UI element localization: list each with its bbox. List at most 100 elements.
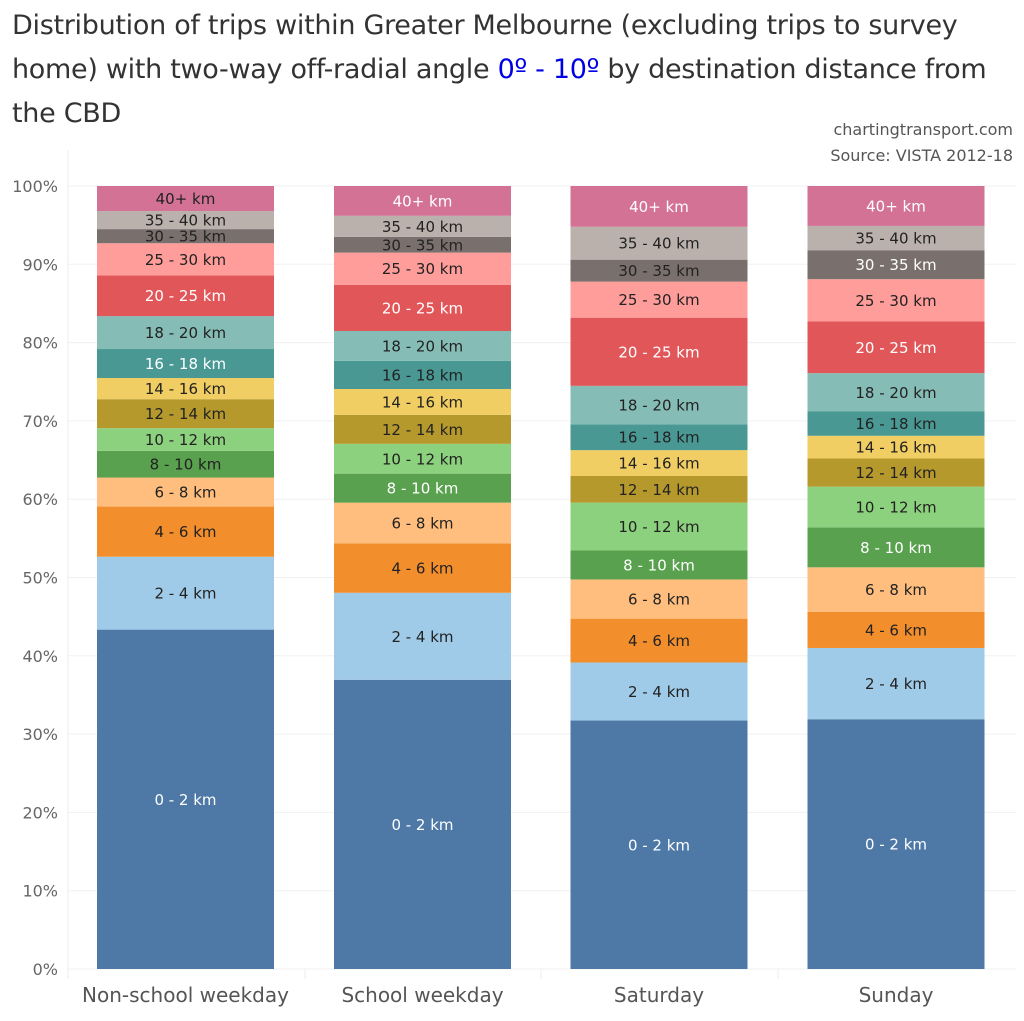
y-tick-label: 80% (22, 334, 58, 353)
bar-sunday: 0 - 2 km 2 - 4 km 4 - 6 km 6 - 8 km 8 - 10 k… (807, 186, 985, 969)
segment-label: 10 - 12 km (618, 518, 699, 536)
segment-label: 0 - 2 km (391, 816, 453, 834)
segment-label: 20 - 25 km (382, 299, 463, 317)
bar-segment[interactable] (807, 321, 985, 374)
bar-segment[interactable] (807, 186, 985, 226)
bar-segment[interactable] (334, 679, 511, 969)
bar-segment[interactable] (334, 284, 511, 331)
y-tick-label: 10% (22, 882, 58, 901)
bar-segment[interactable] (570, 281, 748, 318)
y-tick-label: 20% (22, 803, 58, 822)
bar-segment[interactable] (807, 486, 985, 528)
bar-segment[interactable] (570, 579, 748, 619)
bar-segment[interactable] (97, 477, 274, 507)
credit-source: Source: VISTA 2012-18 (830, 146, 1013, 165)
segment-label: 10 - 12 km (145, 431, 226, 449)
segment-label: 20 - 25 km (855, 339, 936, 357)
bar-segment[interactable] (97, 556, 274, 630)
segment-label: 18 - 20 km (618, 397, 699, 415)
bar-segment[interactable] (97, 229, 274, 244)
bar-segment[interactable] (97, 316, 274, 350)
bar-segment[interactable] (570, 385, 748, 425)
bar-segment[interactable] (807, 611, 985, 648)
bar-segment[interactable] (97, 450, 274, 478)
bar-segment[interactable] (97, 275, 274, 317)
y-tick-label: 90% (22, 255, 58, 274)
bar-segment[interactable] (570, 476, 748, 503)
y-tick-label: 30% (22, 725, 58, 744)
segment-label: 14 - 16 km (382, 393, 463, 411)
title-suffix: by destination distance from the CBD (12, 54, 987, 129)
segment-label: 16 - 18 km (855, 415, 936, 433)
segment-label: 40+ km (156, 190, 216, 208)
bar-segment[interactable] (807, 527, 985, 568)
bar-segment[interactable] (570, 186, 748, 227)
bar-segment[interactable] (570, 226, 748, 260)
bar-segment[interactable] (570, 502, 748, 551)
segment-label: 35 - 40 km (145, 212, 226, 230)
bar-segment[interactable] (334, 236, 511, 253)
bar-segment[interactable] (334, 502, 511, 544)
bar-segment[interactable] (570, 550, 748, 580)
segment-label: 6 - 8 km (154, 484, 216, 502)
segment-label: 14 - 16 km (618, 455, 699, 473)
bar-segment[interactable] (334, 389, 511, 415)
bar-segment[interactable] (97, 211, 274, 230)
bar-segment[interactable] (570, 618, 748, 663)
bar-segment[interactable] (570, 662, 748, 721)
bar-segment[interactable] (807, 225, 985, 251)
bar-segment[interactable] (807, 719, 985, 969)
bar-segment[interactable] (97, 243, 274, 276)
segment-label: 12 - 14 km (382, 421, 463, 439)
bar-segment[interactable] (570, 450, 748, 476)
bar-segment[interactable] (334, 592, 511, 680)
segment-label: 16 - 18 km (382, 366, 463, 384)
bar-segment[interactable] (334, 215, 511, 237)
bar-segment[interactable] (807, 411, 985, 436)
segment-label: 20 - 25 km (618, 343, 699, 361)
bar-segment[interactable] (570, 259, 748, 282)
bar-segment[interactable] (807, 250, 985, 280)
segment-label: 20 - 25 km (145, 287, 226, 305)
bar-segment[interactable] (334, 331, 511, 361)
bar-segment[interactable] (97, 506, 274, 557)
chart-title: Distribution of trips within Greater Mel… (12, 4, 1017, 136)
bar-segment[interactable] (97, 428, 274, 451)
segment-label: 18 - 20 km (145, 324, 226, 342)
segment-label: 6 - 8 km (391, 515, 453, 533)
bar-segment[interactable] (334, 186, 511, 216)
bar-segment[interactable] (334, 414, 511, 444)
segment-label: 16 - 18 km (618, 429, 699, 447)
segment-label: 8 - 10 km (623, 556, 695, 574)
bar-segment[interactable] (334, 443, 511, 474)
segment-label: 35 - 40 km (382, 218, 463, 236)
bar-segment[interactable] (334, 473, 511, 503)
bar-non-school-weekday: 0 - 2 km 2 - 4 km 4 - 6 km 6 - 8 km 8 - 10 k… (97, 186, 274, 969)
bar-segment[interactable] (97, 399, 274, 429)
bar-segment[interactable] (807, 458, 985, 487)
bar-segment[interactable] (570, 720, 748, 969)
bar-segment[interactable] (570, 317, 748, 386)
bar-segment[interactable] (334, 543, 511, 593)
bar-segment[interactable] (334, 252, 511, 285)
bar-segment[interactable] (807, 279, 985, 322)
bar-segment[interactable] (570, 424, 748, 451)
segment-label: 16 - 18 km (145, 355, 226, 373)
x-tick-label: Non-school weekday (82, 983, 289, 1007)
x-tick-label: School weekday (341, 983, 503, 1007)
bar-segment[interactable] (97, 186, 274, 212)
bar-segment[interactable] (807, 435, 985, 459)
bar-segment[interactable] (807, 647, 985, 720)
bar-segment[interactable] (334, 360, 511, 389)
segment-label: 10 - 12 km (855, 499, 936, 517)
bar-segment[interactable] (97, 629, 274, 969)
title-prefix: Distribution of trips within Greater Mel… (12, 10, 958, 85)
segment-label: 14 - 16 km (145, 380, 226, 398)
segment-label: 0 - 2 km (154, 791, 216, 809)
segment-label: 30 - 35 km (855, 256, 936, 274)
bar-segment[interactable] (807, 567, 985, 612)
bar-segment[interactable] (97, 378, 274, 400)
segment-label: 12 - 14 km (855, 464, 936, 482)
bar-segment[interactable] (807, 373, 985, 412)
bar-segment[interactable] (97, 349, 274, 379)
